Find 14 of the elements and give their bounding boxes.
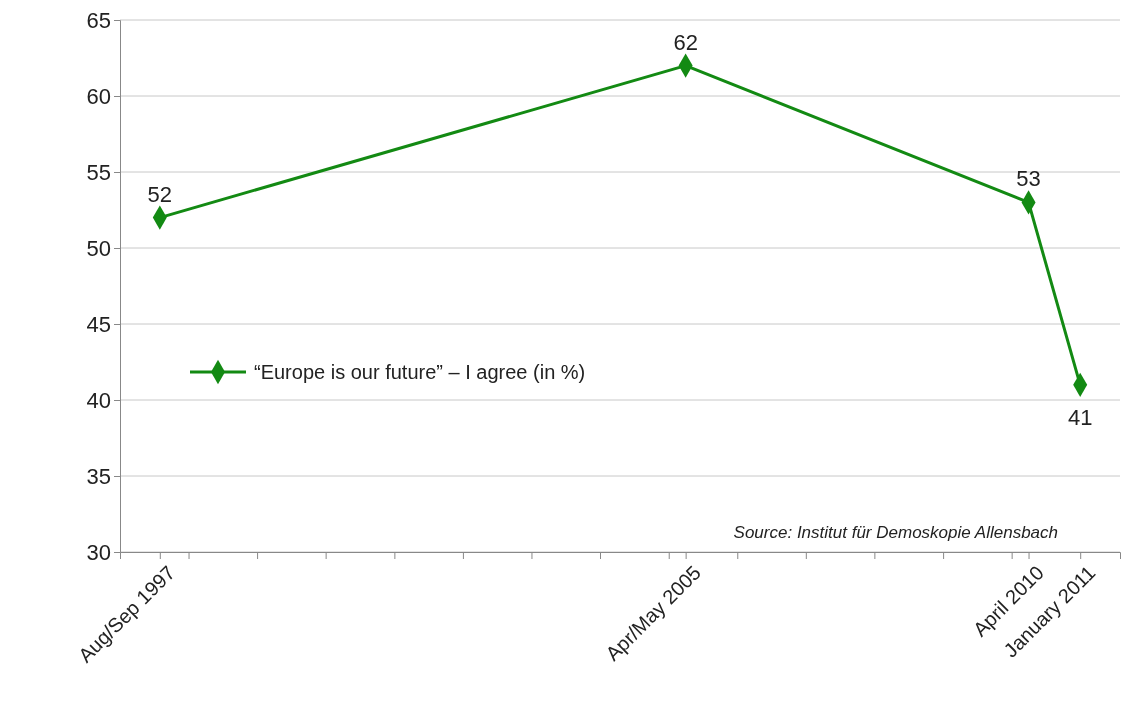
y-tick-label: 35 bbox=[86, 463, 111, 489]
y-tick-label: 65 bbox=[86, 7, 111, 33]
y-tick-label: 30 bbox=[86, 539, 111, 565]
y-tick-label: 45 bbox=[86, 311, 111, 337]
data-label: 41 bbox=[1067, 404, 1093, 430]
legend-label: “Europe is our future” – I agree (in %) bbox=[254, 361, 586, 383]
y-tick-label: 60 bbox=[86, 83, 111, 109]
data-label: 52 bbox=[147, 181, 173, 207]
y-tick-label: 55 bbox=[86, 159, 111, 185]
y-tick-label: 40 bbox=[86, 387, 111, 413]
data-label: 53 bbox=[1016, 166, 1041, 192]
data-label: 62 bbox=[673, 29, 698, 55]
annotation: Source: Institut für Demoskopie Allensbach bbox=[733, 523, 1058, 542]
y-tick-label: 50 bbox=[86, 235, 111, 261]
